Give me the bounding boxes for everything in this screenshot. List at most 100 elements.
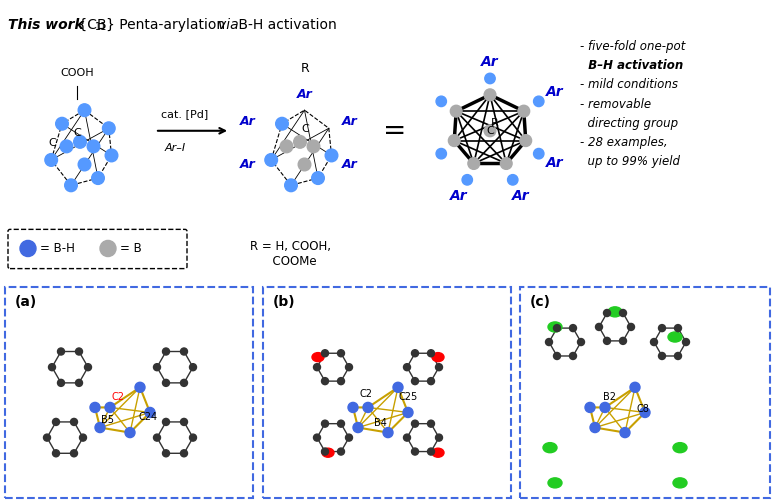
Circle shape xyxy=(321,350,328,357)
Circle shape xyxy=(436,96,446,107)
Text: Ar: Ar xyxy=(240,158,255,171)
Circle shape xyxy=(95,423,105,433)
Circle shape xyxy=(75,379,82,386)
Text: = B: = B xyxy=(120,242,142,255)
Circle shape xyxy=(321,378,328,385)
Circle shape xyxy=(428,448,435,455)
Circle shape xyxy=(348,402,358,412)
Circle shape xyxy=(435,434,442,441)
Circle shape xyxy=(600,402,610,412)
Text: C2: C2 xyxy=(112,392,124,402)
Circle shape xyxy=(74,135,86,148)
Circle shape xyxy=(102,122,115,135)
Text: This work: This work xyxy=(8,18,84,32)
Text: Ar: Ar xyxy=(450,189,468,203)
Circle shape xyxy=(78,104,91,117)
Circle shape xyxy=(181,418,188,426)
Circle shape xyxy=(78,158,91,171)
Circle shape xyxy=(45,153,57,166)
Circle shape xyxy=(135,382,145,392)
Circle shape xyxy=(534,96,544,107)
Circle shape xyxy=(79,434,86,441)
Circle shape xyxy=(338,420,345,427)
Circle shape xyxy=(321,420,328,427)
Circle shape xyxy=(345,364,352,371)
Circle shape xyxy=(125,428,135,438)
Ellipse shape xyxy=(668,332,682,342)
Circle shape xyxy=(383,428,393,438)
Text: up to 99% yield: up to 99% yield xyxy=(580,155,680,168)
Text: (c): (c) xyxy=(530,295,551,309)
Circle shape xyxy=(56,117,68,130)
Ellipse shape xyxy=(548,478,562,488)
FancyBboxPatch shape xyxy=(5,287,253,498)
Circle shape xyxy=(57,379,64,386)
Circle shape xyxy=(553,324,560,331)
Circle shape xyxy=(508,175,518,185)
Text: C: C xyxy=(73,128,81,138)
Text: C: C xyxy=(48,138,56,148)
Text: C25: C25 xyxy=(398,392,417,402)
Circle shape xyxy=(595,323,602,330)
Circle shape xyxy=(162,418,169,426)
Text: (a): (a) xyxy=(15,295,37,309)
Text: - mild conditions: - mild conditions xyxy=(580,78,678,92)
Text: C: C xyxy=(486,126,494,136)
Circle shape xyxy=(87,140,100,153)
Text: R: R xyxy=(300,62,310,75)
Circle shape xyxy=(404,434,411,441)
Circle shape xyxy=(275,117,289,130)
Circle shape xyxy=(85,364,92,371)
Ellipse shape xyxy=(608,307,622,317)
Circle shape xyxy=(546,339,553,346)
Text: Ar: Ar xyxy=(546,85,564,99)
Text: - five-fold one-pot: - five-fold one-pot xyxy=(580,40,685,53)
Circle shape xyxy=(53,450,60,457)
Ellipse shape xyxy=(432,353,444,362)
Circle shape xyxy=(570,353,577,360)
Circle shape xyxy=(106,149,118,162)
Circle shape xyxy=(338,448,345,455)
Circle shape xyxy=(393,382,403,392)
Circle shape xyxy=(64,179,78,192)
FancyBboxPatch shape xyxy=(263,287,511,498)
Circle shape xyxy=(585,402,595,412)
Circle shape xyxy=(145,407,155,417)
Circle shape xyxy=(518,105,530,117)
Circle shape xyxy=(628,323,635,330)
Text: Ar: Ar xyxy=(546,156,564,171)
Circle shape xyxy=(462,175,473,185)
Text: C: C xyxy=(301,124,309,134)
Circle shape xyxy=(280,140,293,153)
Text: B–H activation: B–H activation xyxy=(580,59,683,72)
Circle shape xyxy=(353,423,363,433)
Circle shape xyxy=(411,448,418,455)
Text: {CB: {CB xyxy=(74,18,106,32)
Circle shape xyxy=(307,140,320,153)
Circle shape xyxy=(71,450,78,457)
Text: Ar: Ar xyxy=(341,158,358,171)
Circle shape xyxy=(674,324,681,331)
Circle shape xyxy=(534,148,544,159)
Circle shape xyxy=(450,105,462,117)
Circle shape xyxy=(403,407,413,417)
Ellipse shape xyxy=(432,448,444,457)
Circle shape xyxy=(590,423,600,433)
Circle shape xyxy=(75,348,82,355)
Circle shape xyxy=(449,135,460,146)
Circle shape xyxy=(411,420,418,427)
Circle shape xyxy=(650,339,657,346)
Text: C8: C8 xyxy=(636,404,650,414)
Circle shape xyxy=(435,364,442,371)
Circle shape xyxy=(181,348,188,355)
Circle shape xyxy=(674,353,681,360)
Text: =: = xyxy=(383,117,407,145)
Text: Ar–I: Ar–I xyxy=(165,143,185,153)
Circle shape xyxy=(411,378,418,385)
Circle shape xyxy=(484,89,496,101)
Circle shape xyxy=(659,324,666,331)
Circle shape xyxy=(154,434,161,441)
Circle shape xyxy=(162,379,169,386)
Circle shape xyxy=(485,73,495,83)
Text: directing group: directing group xyxy=(580,117,678,130)
